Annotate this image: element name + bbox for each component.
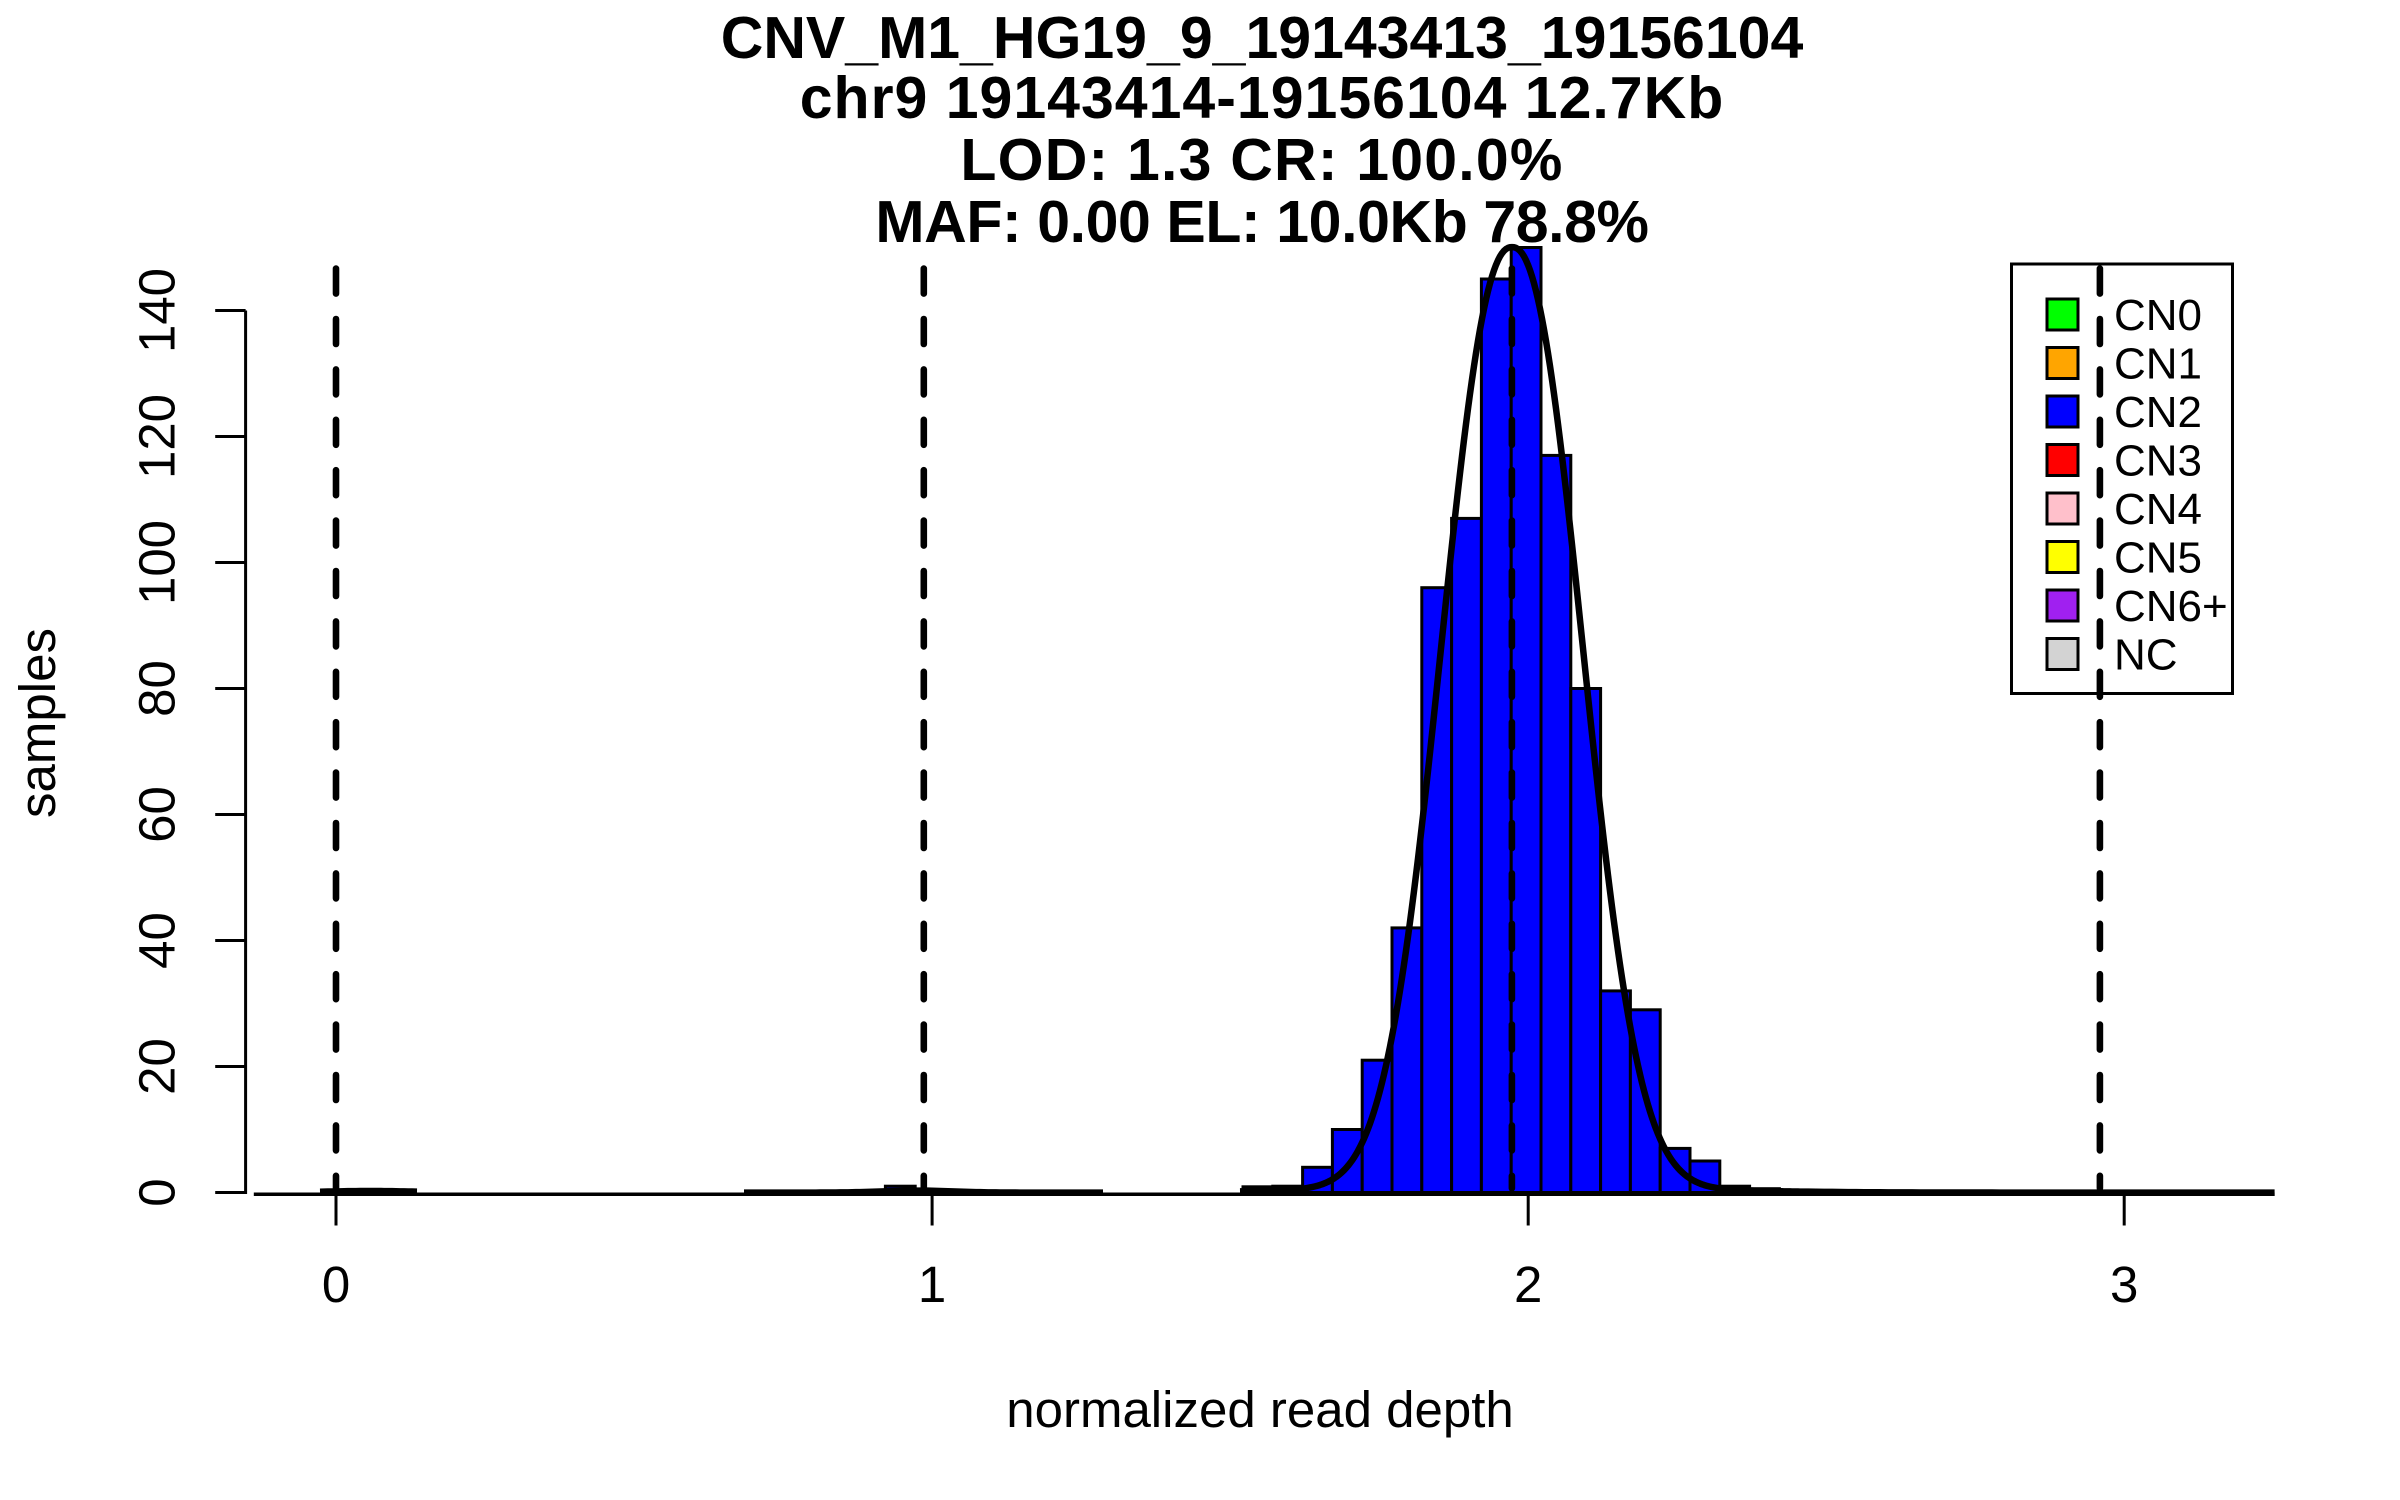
- svg-text:CN3: CN3: [2114, 437, 2202, 486]
- svg-text:samples: samples: [9, 628, 66, 818]
- svg-text:CN5: CN5: [2114, 534, 2202, 583]
- svg-text:LOD: 1.3 CR: 100.0%: LOD: 1.3 CR: 100.0%: [960, 127, 1563, 193]
- svg-text:3: 3: [2110, 1256, 2138, 1313]
- svg-text:normalized read depth: normalized read depth: [1006, 1381, 1514, 1438]
- svg-text:NC: NC: [2114, 631, 2178, 680]
- svg-text:60: 60: [129, 786, 186, 843]
- svg-text:1: 1: [918, 1256, 946, 1313]
- svg-text:chr9 19143414-19156104 12.7Kb: chr9 19143414-19156104 12.7Kb: [800, 65, 1725, 131]
- svg-text:MAF: 0.00 EL: 10.0Kb 78.8%: MAF: 0.00 EL: 10.0Kb 78.8%: [875, 189, 1648, 255]
- svg-text:CN6+: CN6+: [2114, 582, 2228, 631]
- svg-text:0: 0: [129, 1178, 186, 1206]
- svg-text:120: 120: [129, 394, 186, 479]
- svg-text:CN2: CN2: [2114, 388, 2202, 437]
- svg-text:140: 140: [129, 268, 186, 353]
- svg-text:20: 20: [129, 1038, 186, 1095]
- svg-text:CN0: CN0: [2114, 291, 2202, 340]
- svg-text:CNV_M1_HG19_9_19143413_1915610: CNV_M1_HG19_9_19143413_19156104: [721, 5, 1804, 71]
- svg-text:80: 80: [129, 660, 186, 717]
- svg-text:100: 100: [129, 520, 186, 605]
- svg-text:2: 2: [1514, 1256, 1542, 1313]
- svg-text:CN1: CN1: [2114, 340, 2202, 389]
- svg-text:40: 40: [129, 912, 186, 969]
- svg-text:0: 0: [322, 1256, 350, 1313]
- svg-text:CN4: CN4: [2114, 485, 2202, 534]
